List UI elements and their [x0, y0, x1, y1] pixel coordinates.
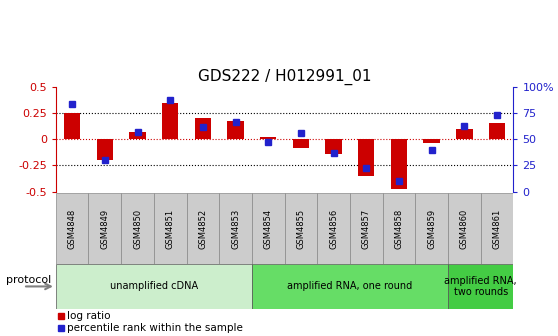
- Bar: [129, 132, 146, 139]
- Text: GSM4860: GSM4860: [460, 208, 469, 249]
- Bar: [448, 193, 480, 264]
- Bar: [391, 139, 407, 190]
- Text: GSM4852: GSM4852: [199, 208, 208, 249]
- Bar: [358, 139, 374, 176]
- Bar: [424, 139, 440, 142]
- Bar: [64, 114, 80, 139]
- Bar: [293, 139, 309, 148]
- Bar: [56, 264, 252, 309]
- Bar: [318, 193, 350, 264]
- Bar: [162, 103, 179, 139]
- Bar: [448, 264, 513, 309]
- Bar: [228, 121, 244, 139]
- Bar: [195, 118, 211, 139]
- Bar: [252, 264, 448, 309]
- Bar: [285, 193, 318, 264]
- Bar: [89, 193, 121, 264]
- Text: GSM4849: GSM4849: [100, 208, 109, 249]
- Text: amplified RNA, one round: amplified RNA, one round: [287, 282, 412, 291]
- Text: GSM4850: GSM4850: [133, 208, 142, 249]
- Bar: [325, 139, 341, 154]
- Text: GSM4848: GSM4848: [68, 208, 76, 249]
- Bar: [383, 193, 415, 264]
- Text: GSM4854: GSM4854: [264, 208, 273, 249]
- Text: protocol: protocol: [6, 275, 51, 285]
- Text: GSM4858: GSM4858: [395, 208, 403, 249]
- Bar: [480, 193, 513, 264]
- Bar: [415, 193, 448, 264]
- Bar: [252, 193, 285, 264]
- Text: GSM4861: GSM4861: [493, 208, 502, 249]
- Text: amplified RNA,
two rounds: amplified RNA, two rounds: [444, 276, 517, 297]
- Text: unamplified cDNA: unamplified cDNA: [110, 282, 198, 291]
- Bar: [154, 193, 186, 264]
- Bar: [489, 123, 505, 139]
- Text: percentile rank within the sample: percentile rank within the sample: [68, 323, 243, 333]
- Text: GSM4859: GSM4859: [427, 208, 436, 249]
- Bar: [121, 193, 154, 264]
- Bar: [186, 193, 219, 264]
- Text: GSM4857: GSM4857: [362, 208, 371, 249]
- Text: GSM4856: GSM4856: [329, 208, 338, 249]
- Title: GDS222 / H012991_01: GDS222 / H012991_01: [198, 69, 371, 85]
- Bar: [56, 193, 89, 264]
- Text: GSM4853: GSM4853: [231, 208, 240, 249]
- Bar: [456, 129, 473, 139]
- Bar: [260, 137, 276, 139]
- Bar: [219, 193, 252, 264]
- Text: GSM4851: GSM4851: [166, 208, 175, 249]
- Text: log ratio: log ratio: [68, 311, 110, 321]
- Bar: [97, 139, 113, 160]
- Text: GSM4855: GSM4855: [296, 208, 305, 249]
- Bar: [350, 193, 383, 264]
